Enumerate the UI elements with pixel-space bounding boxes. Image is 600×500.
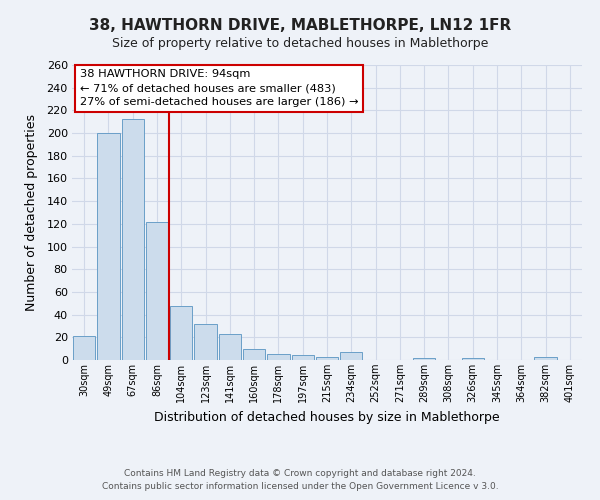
Bar [122,120,144,360]
Bar [218,334,241,360]
Bar [292,356,314,360]
Bar [316,356,338,360]
Bar [194,324,217,360]
Bar [267,354,290,360]
Bar [535,356,557,360]
Text: Contains public sector information licensed under the Open Government Licence v : Contains public sector information licen… [101,482,499,491]
Text: 38, HAWTHORN DRIVE, MABLETHORPE, LN12 1FR: 38, HAWTHORN DRIVE, MABLETHORPE, LN12 1F… [89,18,511,32]
Bar [340,352,362,360]
Bar [170,306,193,360]
X-axis label: Distribution of detached houses by size in Mablethorpe: Distribution of detached houses by size … [154,410,500,424]
Bar [73,336,95,360]
Bar [97,133,119,360]
Text: Size of property relative to detached houses in Mablethorpe: Size of property relative to detached ho… [112,38,488,51]
Bar [243,348,265,360]
Bar [146,222,168,360]
Text: 38 HAWTHORN DRIVE: 94sqm
← 71% of detached houses are smaller (483)
27% of semi-: 38 HAWTHORN DRIVE: 94sqm ← 71% of detach… [80,70,358,108]
Y-axis label: Number of detached properties: Number of detached properties [25,114,38,311]
Text: Contains HM Land Registry data © Crown copyright and database right 2024.: Contains HM Land Registry data © Crown c… [124,468,476,477]
Bar [413,358,436,360]
Bar [461,358,484,360]
